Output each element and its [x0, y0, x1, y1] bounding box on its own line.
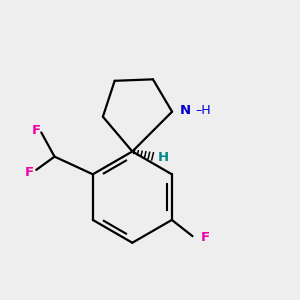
- Text: H: H: [158, 151, 169, 164]
- Text: –H: –H: [196, 104, 211, 117]
- Text: N: N: [179, 104, 191, 117]
- Text: F: F: [32, 124, 40, 136]
- Text: F: F: [25, 166, 34, 179]
- Text: F: F: [201, 231, 210, 244]
